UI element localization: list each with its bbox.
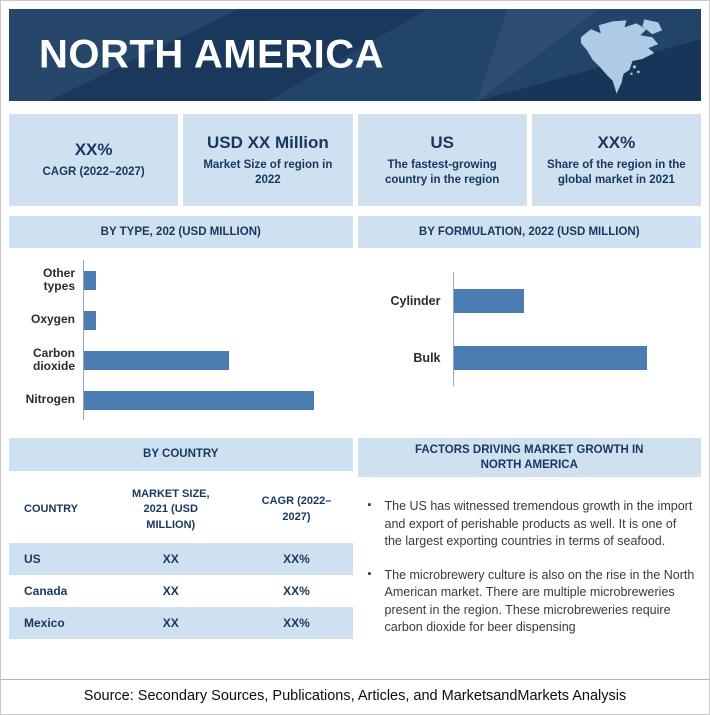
stat-value: US bbox=[430, 132, 454, 152]
stat-value: XX% bbox=[597, 132, 636, 152]
stat-label: CAGR (2022–2027) bbox=[42, 166, 145, 179]
bar-row: Oxygen bbox=[9, 300, 334, 341]
country-cell: US bbox=[24, 551, 41, 566]
stat-value: USD XX Million bbox=[206, 132, 329, 152]
banner-pattern bbox=[9, 9, 701, 101]
by-type-bar-chart: Other types Oxygen Carbon dioxide Nitrogen bbox=[9, 256, 340, 428]
stat-card-fastest-country: US The fastest-growing country in the re… bbox=[357, 114, 527, 206]
stat-card-global-share: XX% Share of the region in the global ma… bbox=[531, 114, 701, 206]
factors-list: The US has witnessed tremendous growth i… bbox=[368, 498, 698, 653]
column-header-cagr: CAGR (2022–2027) bbox=[261, 495, 332, 523]
country-table-header-row: COUNTRY MARKET SIZE, 2021 (USD MILLION) … bbox=[9, 479, 353, 543]
bar-track bbox=[83, 380, 334, 421]
bar-row: Other types bbox=[9, 260, 334, 301]
cagr-cell: XX% bbox=[283, 615, 310, 630]
stat-label: Market Size of region in 2022 bbox=[203, 158, 333, 186]
factors-column: FACTORS DRIVING MARKET GROWTH IN NORTH A… bbox=[357, 438, 701, 673]
country-cell: Canada bbox=[24, 583, 68, 598]
bar-row: Nitrogen bbox=[9, 380, 334, 421]
header-banner: NORTH AMERICA bbox=[9, 9, 701, 101]
chart-headers-row: BY TYPE, 202 (USD MILLION) BY FORMULATIO… bbox=[9, 216, 701, 249]
bar-label: Cylinder bbox=[390, 293, 441, 308]
bar-label: Carbon dioxide bbox=[32, 345, 75, 374]
bar bbox=[453, 345, 647, 370]
bar-label: Nitrogen bbox=[25, 392, 75, 407]
section-header-factors: FACTORS DRIVING MARKET GROWTH IN NORTH A… bbox=[357, 438, 701, 478]
bar bbox=[84, 350, 229, 370]
section-header-by-type: BY TYPE, 202 (USD MILLION) bbox=[9, 216, 353, 249]
bar-row: Bulk bbox=[371, 329, 696, 387]
bar-row: Carbon dioxide bbox=[9, 340, 334, 381]
bar-track bbox=[83, 340, 334, 381]
table-row: Mexico XX XX% bbox=[9, 606, 353, 639]
bar bbox=[453, 288, 524, 313]
bar bbox=[84, 270, 97, 290]
bar-track bbox=[452, 272, 696, 330]
bar-track bbox=[452, 329, 696, 387]
stat-label: The fastest-growing country in the regio… bbox=[384, 158, 500, 186]
bar-track bbox=[83, 260, 334, 301]
source-line: Source: Secondary Sources, Publications,… bbox=[1, 679, 709, 714]
north-america-map-icon bbox=[580, 19, 663, 94]
cagr-cell: XX% bbox=[283, 551, 310, 566]
stat-card-market-size: USD XX Million Market Size of region in … bbox=[183, 114, 353, 206]
section-header-by-country: BY COUNTRY bbox=[9, 438, 353, 471]
stat-value: XX% bbox=[74, 140, 113, 160]
bar-row: Cylinder bbox=[371, 272, 696, 330]
factor-bullet: The US has witnessed tremendous growth i… bbox=[368, 498, 698, 551]
bar-label: Other types bbox=[42, 265, 75, 294]
bar-label: Oxygen bbox=[30, 312, 75, 327]
cagr-cell: XX% bbox=[283, 583, 310, 598]
country-table-body: US XX XX% Canada XX XX% Mexico XX XX% bbox=[9, 542, 353, 639]
column-header-country: COUNTRY bbox=[24, 503, 78, 516]
market-size-cell: XX bbox=[162, 583, 179, 598]
by-formulation-bar-chart: Cylinder Bulk bbox=[345, 256, 702, 428]
stat-card-cagr: XX% CAGR (2022–2027) bbox=[9, 114, 179, 206]
table-row: US XX XX% bbox=[9, 542, 353, 575]
market-size-cell: XX bbox=[162, 551, 179, 566]
section-header-by-formulation: BY FORMULATION, 2022 (USD MILLION) bbox=[357, 216, 701, 249]
country-cell: Mexico bbox=[24, 615, 65, 630]
country-column: BY COUNTRY COUNTRY MARKET SIZE, 2021 (US… bbox=[9, 438, 353, 673]
stat-label: Share of the region in the global market… bbox=[547, 158, 686, 186]
market-size-cell: XX bbox=[162, 615, 179, 630]
charts-row: Other types Oxygen Carbon dioxide Nitrogen … bbox=[9, 256, 701, 428]
column-header-market-size: MARKET SIZE, 2021 (USD MILLION) bbox=[131, 487, 210, 531]
bar-label: Bulk bbox=[413, 350, 441, 365]
factor-bullet: The microbrewery culture is also on the … bbox=[368, 567, 698, 637]
bottom-row: BY COUNTRY COUNTRY MARKET SIZE, 2021 (US… bbox=[9, 438, 701, 673]
bar-track bbox=[83, 300, 334, 341]
bar bbox=[84, 390, 314, 410]
bar bbox=[84, 310, 97, 330]
stats-row: XX% CAGR (2022–2027) USD XX Million Mark… bbox=[9, 114, 701, 206]
table-row: Canada XX XX% bbox=[9, 575, 353, 607]
page-title: NORTH AMERICA bbox=[39, 32, 384, 77]
